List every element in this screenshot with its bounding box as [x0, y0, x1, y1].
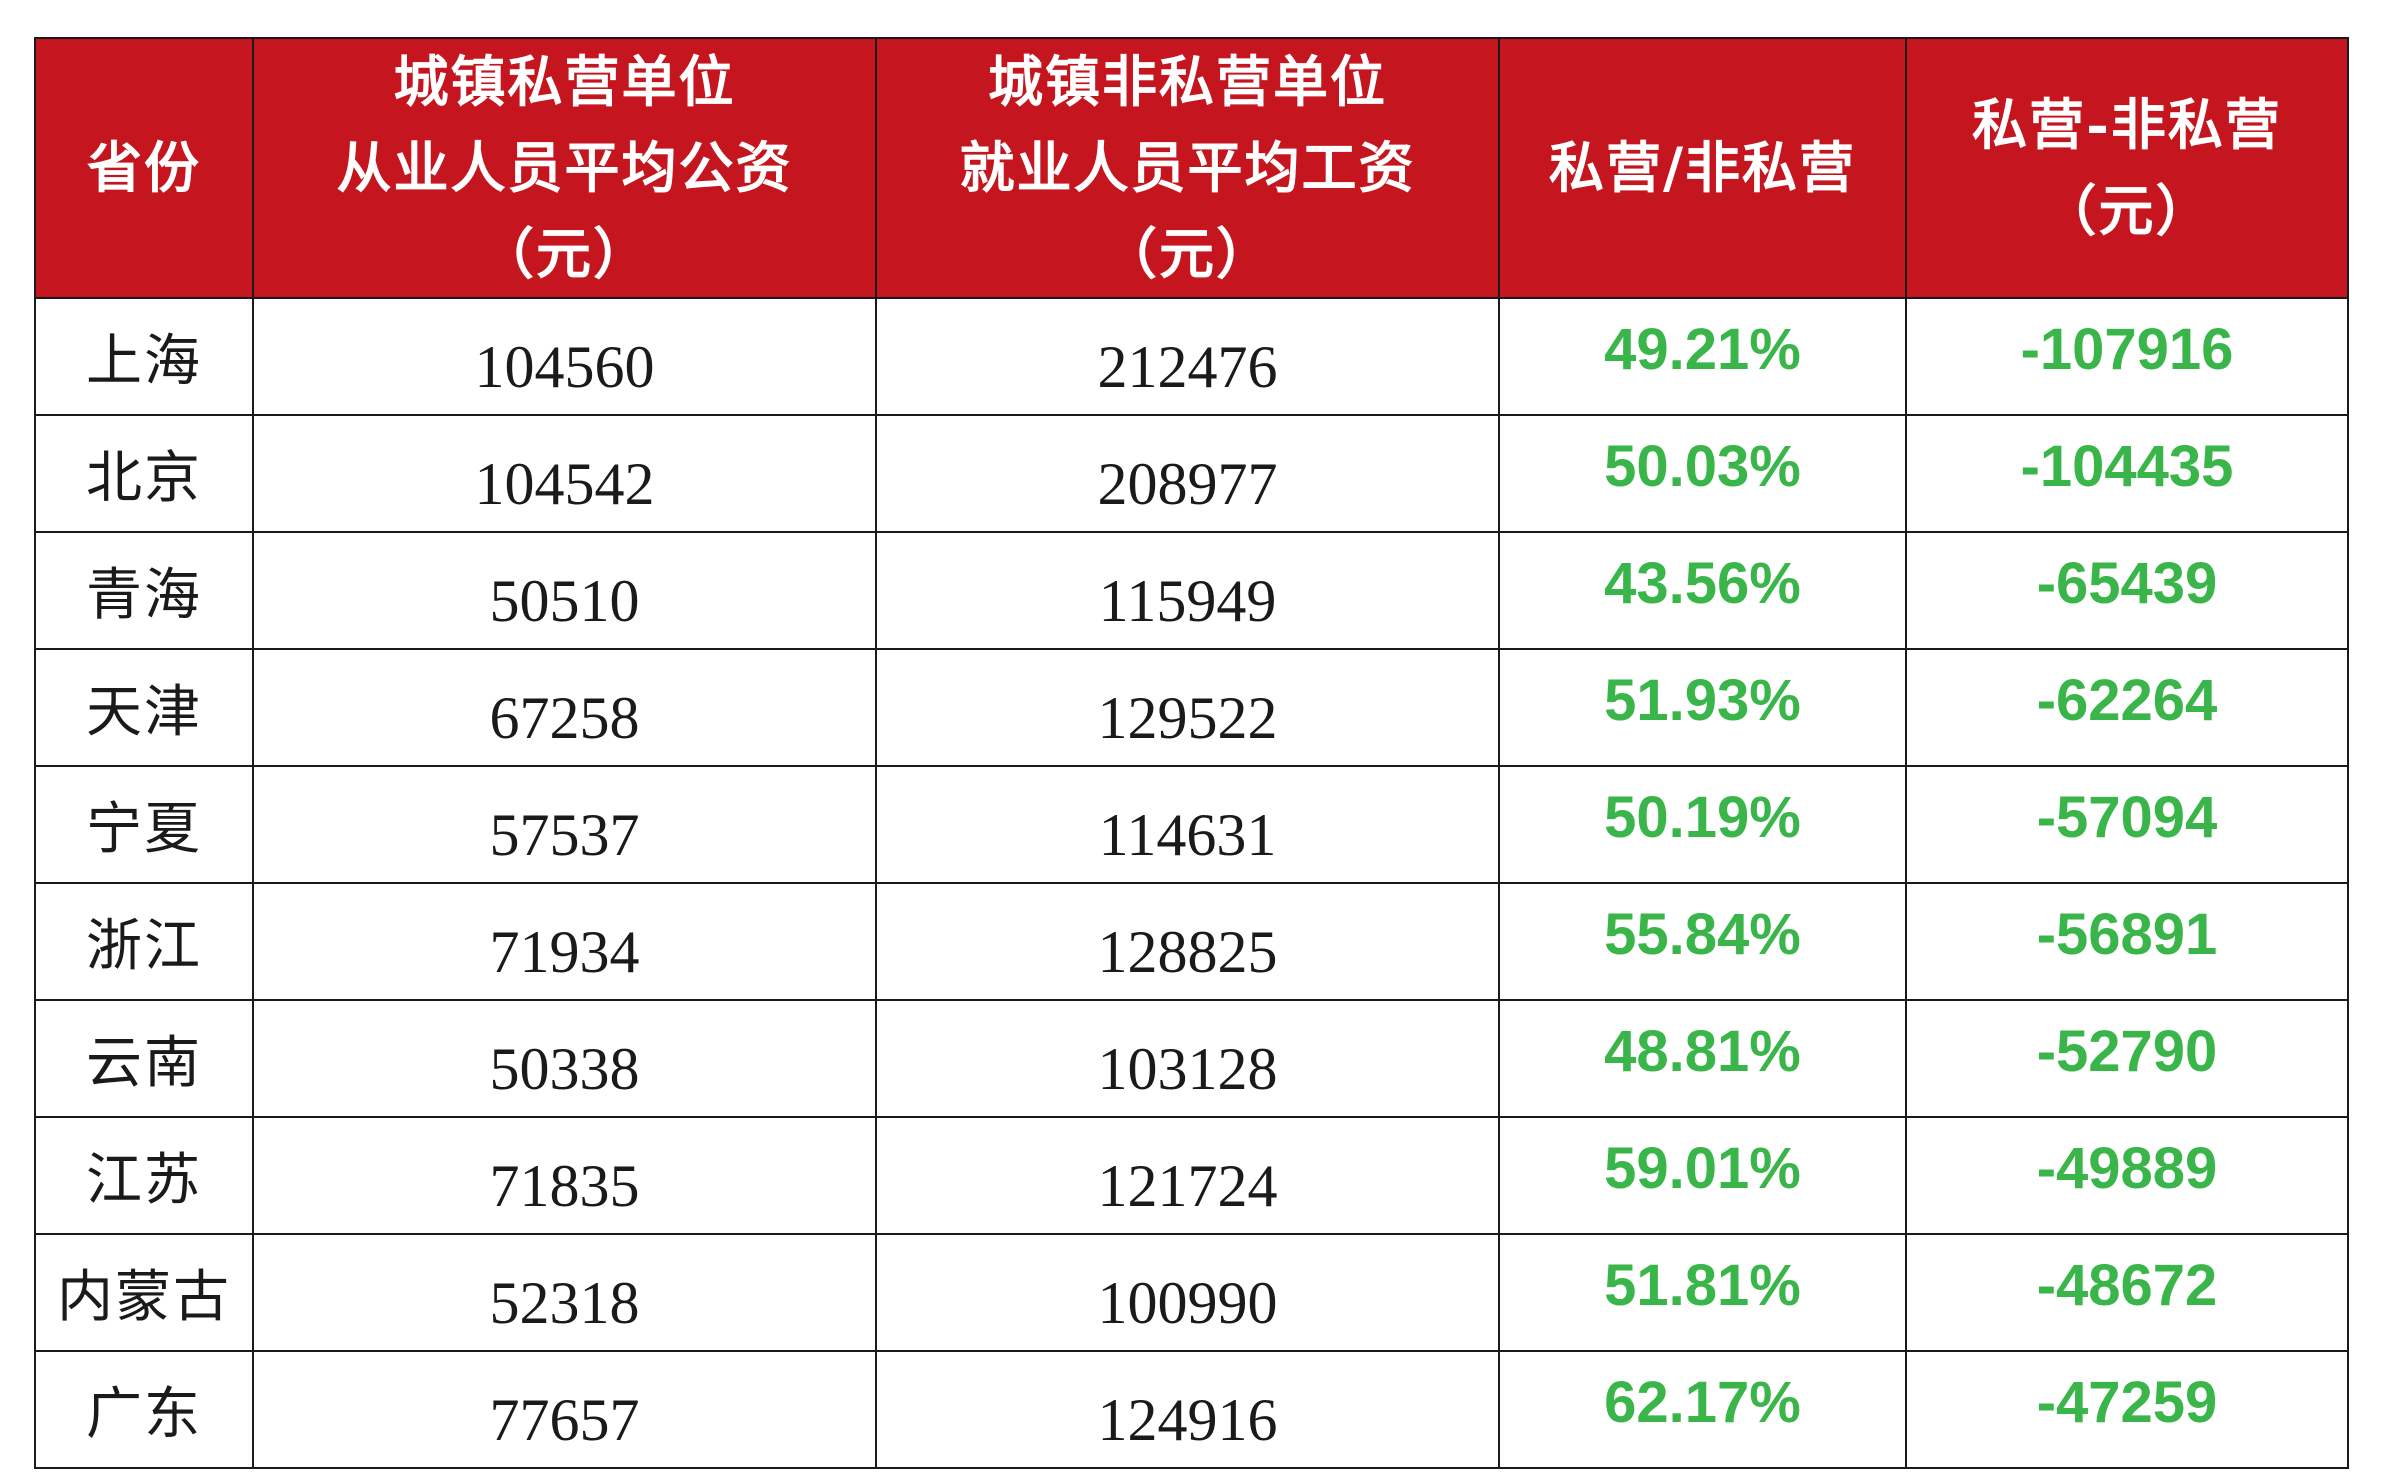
non-private-wage-cell: 129522: [875, 648, 1500, 767]
private-wage-cell: 104560: [252, 297, 877, 416]
private-wage-cell: 50338: [252, 999, 877, 1118]
difference-cell: -57094: [1905, 765, 2349, 884]
ratio-cell: 48.81%: [1498, 999, 1907, 1118]
difference-cell: -49889: [1905, 1116, 2349, 1235]
difference-cell: -104435: [1905, 414, 2349, 533]
header-ratio: 私营/非私营: [1498, 37, 1907, 299]
header-line: 城镇非私营单位: [987, 49, 1387, 114]
table-row: 内蒙古 52318 100990 51.81% -48672: [34, 1233, 2349, 1352]
table-row: 天津 67258 129522 51.93% -62264: [34, 648, 2349, 767]
difference-cell: -62264: [1905, 648, 2349, 767]
table-row: 宁夏 57537 114631 50.19% -57094: [34, 765, 2349, 884]
private-wage-cell: 71835: [252, 1116, 877, 1235]
difference-cell: -48672: [1905, 1233, 2349, 1352]
difference-cell: -47259: [1905, 1350, 2349, 1469]
difference-cell: -52790: [1905, 999, 2349, 1118]
non-private-wage-cell: 100990: [875, 1233, 1500, 1352]
header-row: 省份 城镇私营单位 从业人员平均公资 （元） 城镇非私营单位 就业人员平均工资 …: [34, 37, 2349, 299]
non-private-wage-cell: 208977: [875, 414, 1500, 533]
province-cell: 宁夏: [34, 765, 254, 884]
difference-cell: -65439: [1905, 531, 2349, 650]
province-cell: 云南: [34, 999, 254, 1118]
ratio-cell: 51.93%: [1498, 648, 1907, 767]
province-cell: 上海: [34, 297, 254, 416]
header-line: （元）: [2041, 178, 2213, 243]
non-private-wage-cell: 103128: [875, 999, 1500, 1118]
table-row: 浙江 71934 128825 55.84% -56891: [34, 882, 2349, 1001]
header-line: 城镇私营单位: [393, 49, 736, 114]
province-cell: 北京: [34, 414, 254, 533]
private-wage-cell: 104542: [252, 414, 877, 533]
ratio-cell: 55.84%: [1498, 882, 1907, 1001]
table-row: 北京 104542 208977 50.03% -104435: [34, 414, 2349, 533]
non-private-wage-cell: 128825: [875, 882, 1500, 1001]
province-cell: 天津: [34, 648, 254, 767]
ratio-cell: 62.17%: [1498, 1350, 1907, 1469]
ratio-cell: 49.21%: [1498, 297, 1907, 416]
province-cell: 江苏: [34, 1116, 254, 1235]
table-row: 上海 104560 212476 49.21% -107916: [34, 297, 2349, 416]
non-private-wage-cell: 121724: [875, 1116, 1500, 1235]
ratio-cell: 51.81%: [1498, 1233, 1907, 1352]
non-private-wage-cell: 114631: [875, 765, 1500, 884]
province-cell: 广东: [34, 1350, 254, 1469]
private-wage-cell: 57537: [252, 765, 877, 884]
ratio-cell: 50.03%: [1498, 414, 1907, 533]
table-row: 广东 77657 124916 62.17% -47259: [34, 1350, 2349, 1469]
difference-cell: -107916: [1905, 297, 2349, 416]
non-private-wage-cell: 124916: [875, 1350, 1500, 1469]
private-wage-cell: 77657: [252, 1350, 877, 1469]
header-line: 就业人员平均工资: [959, 135, 1416, 200]
table-body: 上海 104560 212476 49.21% -107916 北京 10454…: [34, 297, 2349, 1469]
province-cell: 浙江: [34, 882, 254, 1001]
wage-comparison-table: 省份 城镇私营单位 从业人员平均公资 （元） 城镇非私营单位 就业人员平均工资 …: [34, 37, 2349, 1469]
difference-cell: -56891: [1905, 882, 2349, 1001]
province-cell: 青海: [34, 531, 254, 650]
header-line: （元）: [1101, 221, 1273, 286]
table-row: 云南 50338 103128 48.81% -52790: [34, 999, 2349, 1118]
province-cell: 内蒙古: [34, 1233, 254, 1352]
header-private-wage: 城镇私营单位 从业人员平均公资 （元）: [252, 37, 877, 299]
header-difference: 私营-非私营 （元）: [1905, 37, 2349, 299]
table-row: 江苏 71835 121724 59.01% -49889: [34, 1116, 2349, 1235]
header-province: 省份: [34, 37, 254, 299]
private-wage-cell: 52318: [252, 1233, 877, 1352]
header-line: 省份: [86, 135, 201, 200]
table-header: 省份 城镇私营单位 从业人员平均公资 （元） 城镇非私营单位 就业人员平均工资 …: [34, 37, 2349, 299]
header-line: （元）: [478, 221, 650, 286]
table-row: 青海 50510 115949 43.56% -65439: [34, 531, 2349, 650]
header-non-private-wage: 城镇非私营单位 就业人员平均工资 （元）: [875, 37, 1500, 299]
ratio-cell: 43.56%: [1498, 531, 1907, 650]
non-private-wage-cell: 115949: [875, 531, 1500, 650]
header-line: 私营-非私营: [1972, 92, 2282, 157]
private-wage-cell: 71934: [252, 882, 877, 1001]
header-line: 从业人员平均公资: [336, 135, 793, 200]
ratio-cell: 59.01%: [1498, 1116, 1907, 1235]
private-wage-cell: 50510: [252, 531, 877, 650]
ratio-cell: 50.19%: [1498, 765, 1907, 884]
header-line: 私营/非私营: [1548, 135, 1857, 200]
private-wage-cell: 67258: [252, 648, 877, 767]
non-private-wage-cell: 212476: [875, 297, 1500, 416]
